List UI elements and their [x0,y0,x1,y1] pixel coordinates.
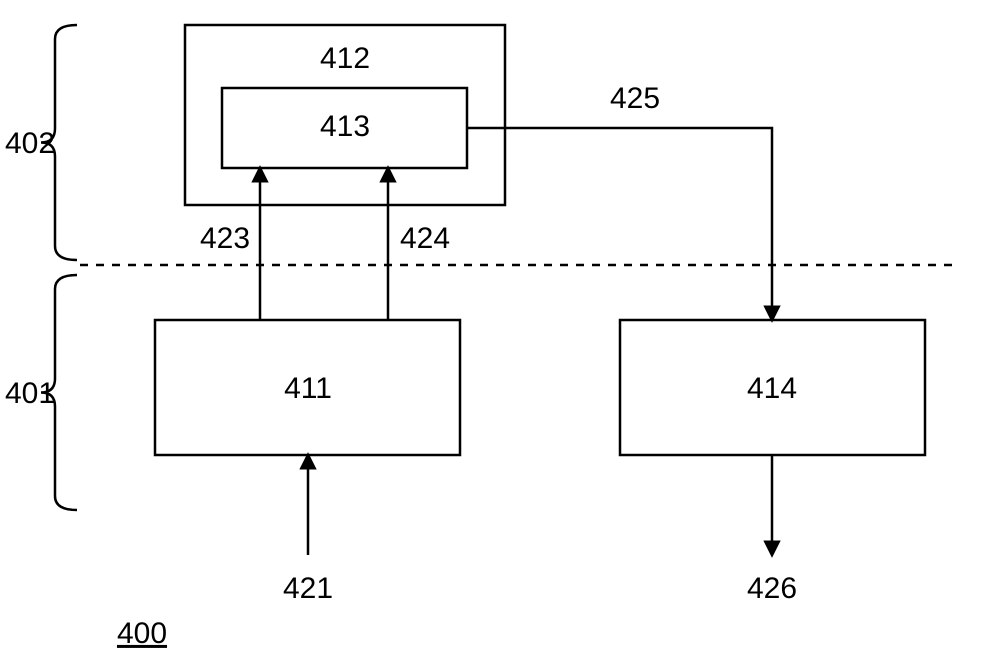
diagram-label: 402 [5,127,55,160]
diagram-label: 426 [747,572,797,605]
diagram-label: 412 [320,42,370,75]
diagram-label: 421 [283,572,333,605]
diagram-label: 401 [5,377,55,410]
diagram-label: 423 [200,222,250,255]
diagram-label: 411 [284,372,332,405]
diagram-label: 414 [747,372,797,405]
figure-number: 400 [117,617,167,650]
diagram-label: 424 [400,222,450,255]
diagram-label: 413 [320,110,370,143]
diagram-label: 425 [610,82,660,115]
